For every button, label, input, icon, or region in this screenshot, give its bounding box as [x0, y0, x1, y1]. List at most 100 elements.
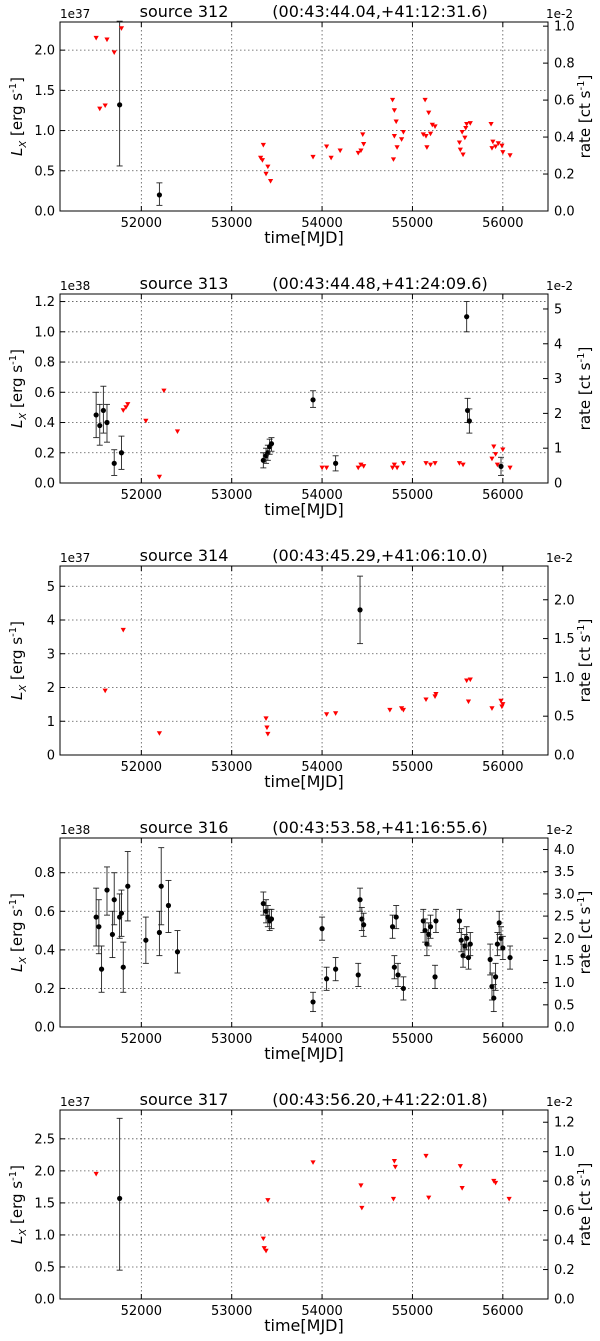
detection-point [464, 935, 470, 941]
panel-1: 52000 53000 54000 55000 56000 0.0 0.5 1.0 1.5 2.0… [8, 2, 594, 247]
x-tick-label: 52000 [121, 1032, 162, 1047]
upper-limit-marker [123, 405, 129, 410]
right-tick-label: 2.0 [554, 932, 575, 947]
upper-limit-marker [465, 699, 472, 705]
y-axis-label-left: LX [erg s-1] [8, 893, 29, 972]
detection-point [456, 918, 463, 924]
detection-point [466, 418, 472, 424]
y-tick-label: 0.8 [34, 356, 55, 371]
detection-point [117, 1195, 123, 1202]
detection-point [117, 102, 123, 108]
detection-point [156, 929, 163, 936]
upper-limit-marker [391, 462, 397, 468]
right-tick-label: 0.8 [554, 1175, 575, 1190]
right-tick-label: 3 [554, 372, 562, 387]
y-tick-label: 2 [47, 681, 55, 696]
x-tick-label: 53000 [211, 760, 252, 775]
upper-limit-marker [355, 150, 361, 156]
y-axis-label-right: rate [ct s-1] [576, 891, 594, 975]
x-tick-label: 56000 [482, 760, 523, 775]
upper-limit-marker [391, 1159, 397, 1164]
upper-limit-marker [392, 1164, 398, 1170]
right-tick-label: 0.2 [554, 168, 575, 183]
detection-point [420, 918, 426, 924]
upper-limit-marker [399, 137, 405, 142]
right-tick-label: 0.0 [554, 1021, 575, 1036]
y-tick-label: 2.0 [34, 1164, 55, 1179]
x-tick-label: 52000 [121, 216, 162, 231]
detection-point [496, 920, 502, 926]
detection-point [333, 966, 339, 972]
detection-point [498, 463, 504, 469]
upper-limit-marker [125, 402, 131, 407]
y-tick-label: 4 [47, 614, 55, 629]
detection-point [389, 924, 396, 930]
left-axis-exponent: 1e38 [60, 279, 90, 293]
right-tick-label: 1.5 [554, 954, 575, 969]
upper-limit-marker [156, 731, 163, 736]
upper-limit-marker [422, 97, 428, 103]
detection-point [500, 945, 506, 951]
right-tick-label: 5 [554, 302, 562, 317]
detection-point [391, 964, 397, 970]
upper-limit-marker [456, 461, 463, 466]
upper-limit-marker [358, 148, 364, 154]
x-axis-label: time[MJD] [264, 1316, 343, 1335]
upper-limit-marker [259, 158, 266, 163]
upper-limit-marker [400, 461, 407, 466]
detection-point [96, 924, 102, 930]
x-tick-label: 52000 [121, 488, 162, 503]
right-tick-label: 4.0 [554, 843, 575, 858]
upper-limit-marker [432, 124, 438, 129]
detection-point [117, 914, 123, 920]
upper-limit-marker [433, 692, 439, 697]
y-tick-label: 1.2 [34, 295, 55, 310]
upper-limit-marker [359, 1205, 365, 1211]
panel-title: source 313 [140, 274, 229, 293]
y-tick-label: 1.0 [34, 124, 55, 139]
upper-limit-marker [499, 704, 505, 710]
upper-limit-marker [261, 1246, 267, 1251]
y-tick-label: 3 [47, 647, 55, 662]
x-tick-label: 55000 [392, 216, 433, 231]
x-tick-label: 55000 [392, 488, 433, 503]
upper-limit-marker [459, 1185, 465, 1191]
detection-point [104, 887, 110, 893]
upper-limit-marker [492, 144, 499, 150]
upper-limit-marker [360, 132, 366, 137]
y-axis-label-left: LX [erg s-1] [8, 349, 29, 428]
detection-point [165, 902, 172, 909]
detection-point [310, 999, 316, 1005]
upper-limit-marker [104, 37, 110, 43]
upper-limit-marker [456, 140, 463, 146]
x-tick-label: 54000 [301, 760, 342, 775]
upper-limit-marker [319, 465, 325, 471]
upper-limit-marker [323, 144, 330, 150]
upper-limit-marker [391, 134, 397, 139]
detection-point [323, 976, 330, 982]
y-tick-label: 0.0 [34, 1021, 55, 1036]
upper-limit-marker [263, 716, 269, 721]
right-axis-exponent: 1e-2 [546, 7, 573, 21]
x-tick-label: 55000 [392, 760, 433, 775]
upper-limit-marker [394, 145, 400, 150]
detection-point [109, 931, 116, 938]
upper-limit-marker [263, 171, 269, 177]
x-axis-label: time[MJD] [264, 228, 343, 247]
detection-point [422, 927, 428, 934]
upper-limit-marker [390, 157, 397, 162]
upper-limit-marker [427, 131, 434, 137]
right-tick-label: 4 [554, 337, 562, 352]
panel-title: source 314 [140, 546, 229, 565]
x-tick-label: 54000 [301, 216, 342, 231]
detection-point [268, 916, 275, 922]
detection-point [93, 914, 99, 920]
panel-title: source 316 [140, 818, 229, 837]
upper-limit-marker [429, 122, 435, 128]
detection-point [395, 972, 401, 978]
upper-limit-marker [507, 465, 513, 471]
upper-limit-marker [265, 164, 271, 170]
y-tick-label: 1 [47, 715, 55, 730]
